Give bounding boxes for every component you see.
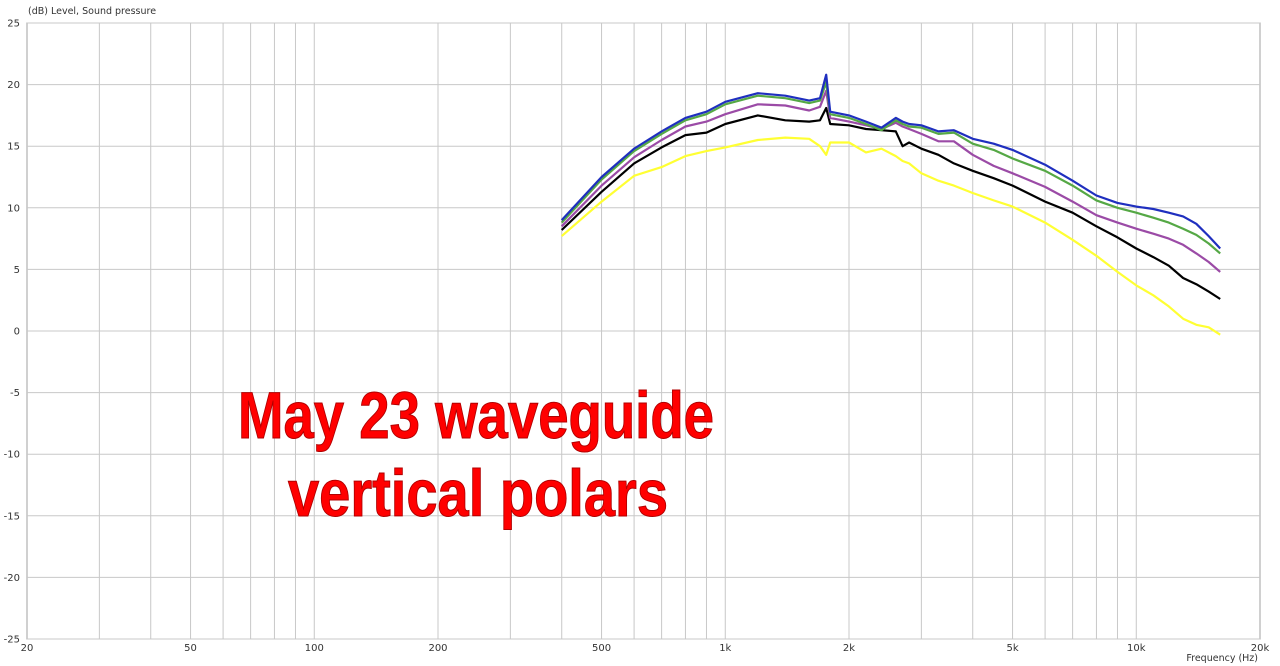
x-tick-label: 1k (719, 643, 731, 654)
series-lines (560, 73, 1222, 336)
series-line-4 (560, 106, 1221, 300)
x-tick-label: 10k (1127, 643, 1146, 654)
y-axis-title: (dB) Level, Sound pressure (28, 6, 156, 17)
series-line-5 (560, 136, 1221, 336)
grid (27, 22, 1260, 640)
x-tick-label: 5k (1006, 643, 1018, 654)
x-tick-label: 20k (1251, 643, 1270, 654)
y-tick-label: 20 (7, 80, 20, 91)
y-tick-labels: 25 20 15 10 5 0 -5 -10 -15 -20 -25 (4, 19, 20, 646)
y-tick-label: -15 (4, 511, 20, 522)
annotation-line-1: May 23 waveguide (238, 378, 714, 452)
x-tick-label: 50 (184, 643, 197, 654)
x-tick-label: 500 (592, 643, 611, 654)
y-tick-label: 10 (7, 203, 20, 214)
series-line-3 (560, 89, 1221, 273)
y-tick-label: -5 (10, 388, 20, 399)
x-tick-label: 20 (21, 643, 34, 654)
y-tick-label: 25 (7, 19, 20, 30)
series-line-1 (560, 73, 1222, 250)
x-tick-label: 100 (305, 643, 324, 654)
y-tick-label: -20 (4, 573, 20, 584)
annotation-line-2: vertical polars (288, 456, 668, 530)
x-tick-label: 200 (428, 643, 447, 654)
x-axis-title: Frequency (Hz) (1186, 653, 1258, 664)
y-tick-label: 15 (7, 142, 20, 153)
y-tick-label: 0 (14, 327, 20, 338)
y-tick-label: 5 (14, 265, 20, 276)
y-tick-label: -10 (4, 450, 20, 461)
x-tick-labels: 20 50 100 200 500 1k 2k 5k 10k 20k (21, 643, 1270, 654)
series-line-2 (560, 80, 1221, 255)
x-tick-label: 2k (843, 643, 855, 654)
y-tick-label: -25 (4, 635, 20, 646)
